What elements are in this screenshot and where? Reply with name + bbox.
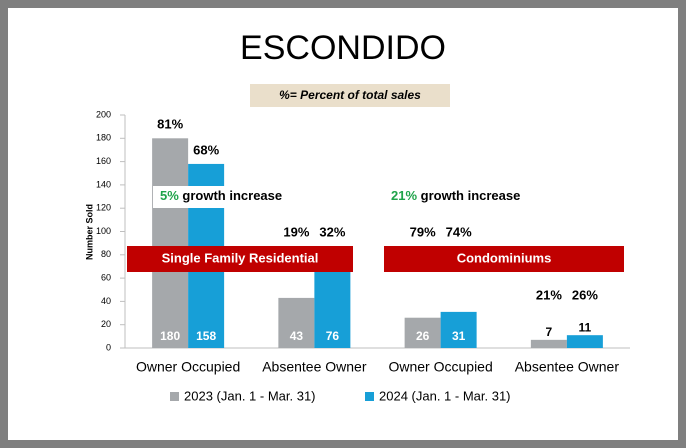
group-banner [384, 246, 624, 272]
group-banner [127, 246, 353, 272]
group-label: Single Family Residential [162, 250, 319, 265]
subtitle-box [250, 84, 450, 107]
bar [278, 297, 315, 348]
percent-label: 74% [446, 224, 472, 239]
percent-label: 79% [410, 224, 436, 239]
x-tick-label: Owner Occupied [388, 359, 492, 375]
growth-text: growth increase [421, 188, 521, 203]
value-label: 76 [326, 329, 340, 343]
y-tick-label: 140 [96, 179, 111, 189]
x-tick-label: Absentee Owner [262, 359, 367, 375]
x-tick-label: Absentee Owner [515, 359, 620, 375]
legend-label: 2024 (Jan. 1 - Mar. 31) [379, 388, 511, 403]
legend-swatch [170, 392, 179, 401]
legend-swatch [365, 392, 374, 401]
bar [152, 138, 189, 348]
y-tick-label: 160 [96, 156, 111, 166]
annotation-bg [153, 186, 303, 208]
y-tick-label: 80 [101, 249, 111, 259]
value-label: 7 [546, 325, 553, 339]
value-label: 31 [452, 329, 466, 343]
percent-label: 68% [193, 142, 219, 157]
value-label: 26 [416, 329, 430, 343]
value-label: 180 [160, 329, 180, 343]
growth-text: growth increase [182, 188, 282, 203]
growth-value: 21% [391, 188, 417, 203]
percent-label: 32% [319, 224, 345, 239]
bar [566, 335, 603, 348]
value-label: 11 [579, 320, 592, 334]
y-tick-label: 0 [106, 342, 111, 352]
y-axis-label: Number Sold [84, 204, 94, 260]
percent-label: 26% [572, 287, 598, 302]
percent-label: 81% [157, 117, 183, 132]
bar [440, 311, 477, 348]
y-tick-label: 40 [101, 296, 111, 306]
percent-label: 21% [536, 287, 562, 302]
y-tick-label: 60 [101, 272, 111, 282]
legend-label: 2023 (Jan. 1 - Mar. 31) [184, 388, 316, 403]
y-tick-label: 20 [101, 319, 111, 329]
y-tick-label: 120 [96, 203, 111, 213]
growth-value: 5% [160, 188, 179, 203]
y-tick-label: 200 [96, 109, 111, 119]
bar [404, 317, 441, 348]
value-label: 158 [196, 329, 216, 343]
group-label: Condominiums [457, 250, 552, 265]
growth-annotation: 5% growth increase [160, 188, 282, 203]
y-tick-label: 100 [96, 226, 111, 236]
bar [314, 259, 351, 348]
bar [530, 339, 567, 348]
y-tick-label: 180 [96, 133, 111, 143]
x-tick-label: Owner Occupied [136, 359, 240, 375]
subtitle: %= Percent of total sales [279, 88, 421, 102]
percent-label: 19% [283, 224, 309, 239]
growth-annotation: 21% growth increase [391, 188, 520, 203]
chart-title: ESCONDIDO [240, 29, 446, 67]
value-label: 43 [290, 329, 304, 343]
